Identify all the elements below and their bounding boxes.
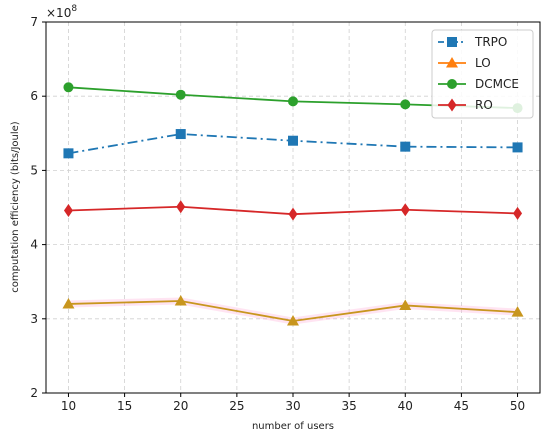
series-trpo-point	[288, 135, 298, 146]
series-dcmce-point	[288, 96, 298, 107]
legend-lo-label: LO	[475, 56, 491, 70]
y-tick-label: 3	[30, 312, 38, 326]
series-ro-point	[176, 200, 186, 214]
y-tick-label: 4	[30, 238, 38, 252]
x-tick-label: 30	[285, 399, 300, 413]
x-axis-label: number of users	[252, 421, 334, 432]
x-tick-label: 50	[510, 399, 525, 413]
series-trpo-point	[63, 148, 74, 159]
series-lo-point	[511, 306, 524, 317]
series-ro-point	[400, 203, 410, 217]
y-tick-label: 2	[30, 386, 38, 400]
x-axis-ticks: 10 15 20 25 30 35 40 45 50	[61, 393, 525, 413]
legend-dcmce-label: DCMCE	[475, 77, 519, 91]
y-axis-ticks: 2 3 4 5 6 7	[30, 15, 46, 400]
y-tick-label: 7	[30, 15, 38, 29]
series-lo-point	[287, 315, 299, 326]
x-tick-label: 15	[117, 399, 132, 413]
y-tick-label: 5	[30, 163, 38, 177]
legend-dcmce-swatch-marker	[447, 79, 457, 89]
x-tick-label: 35	[341, 399, 356, 413]
legend-item-trpo: TRPO	[438, 35, 507, 49]
series-dcmce-point	[400, 99, 411, 110]
series-ro	[63, 200, 523, 221]
legend-item-lo: LO	[438, 56, 491, 70]
series-ro-point	[513, 206, 523, 220]
legend-box	[431, 29, 534, 119]
legend-item-dcmce: DCMCE	[438, 77, 519, 91]
x-tick-label: 25	[229, 399, 244, 413]
legend-ro-label: RO	[475, 98, 493, 112]
series-trpo	[63, 129, 523, 159]
legend: TRPO LO DCMCE RO	[431, 29, 534, 119]
y-tick-label: 6	[30, 89, 38, 103]
y-axis-label: computation efficiency (bits/Joule)	[10, 121, 21, 292]
x-tick-label: 10	[61, 399, 76, 413]
series-trpo-point	[512, 142, 523, 153]
series-layer	[62, 82, 524, 326]
series-lo-point	[174, 294, 187, 306]
x-tick-label: 20	[173, 399, 188, 413]
legend-trpo-label: TRPO	[474, 35, 507, 49]
series-dcmce-point	[175, 89, 186, 100]
legend-ro-swatch-marker	[447, 98, 457, 112]
series-ro-point	[288, 207, 298, 221]
series-trpo-point	[175, 129, 186, 140]
x-tick-label: 40	[398, 399, 413, 413]
legend-item-ro: RO	[438, 98, 493, 112]
x-tick-label: 45	[454, 399, 469, 413]
series-dcmce-point	[63, 82, 74, 93]
series-lo-point	[62, 297, 75, 309]
series-lo	[62, 294, 524, 326]
series-lo-point	[399, 299, 412, 310]
y-offset-label: ×108	[46, 4, 77, 20]
series-trpo-point	[400, 141, 411, 152]
legend-trpo-swatch-marker	[447, 37, 457, 47]
legend-lo-swatch-marker	[446, 57, 458, 68]
series-ro-point	[63, 203, 73, 217]
